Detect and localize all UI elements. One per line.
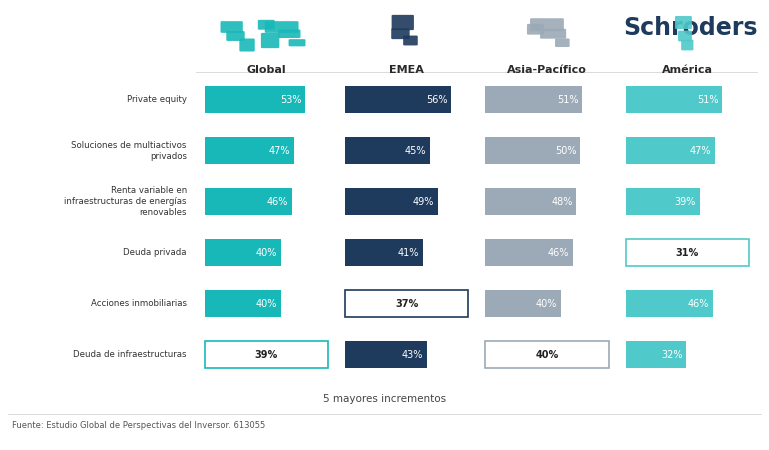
Text: 45%: 45%	[405, 146, 427, 156]
Text: Acciones inmobiliarias: Acciones inmobiliarias	[91, 299, 187, 308]
Text: Deuda de infraestructuras: Deuda de infraestructuras	[73, 350, 187, 359]
FancyBboxPatch shape	[681, 40, 694, 50]
FancyBboxPatch shape	[239, 38, 255, 51]
Text: Global: Global	[246, 65, 286, 75]
FancyBboxPatch shape	[675, 16, 692, 29]
FancyBboxPatch shape	[345, 86, 451, 113]
FancyBboxPatch shape	[345, 291, 468, 317]
FancyBboxPatch shape	[205, 291, 281, 317]
FancyBboxPatch shape	[625, 342, 687, 368]
Text: 39%: 39%	[255, 350, 278, 360]
FancyBboxPatch shape	[625, 239, 749, 266]
FancyBboxPatch shape	[345, 342, 427, 368]
FancyBboxPatch shape	[288, 39, 305, 46]
FancyBboxPatch shape	[485, 138, 580, 164]
FancyBboxPatch shape	[485, 291, 561, 317]
Text: 5 mayores incrementos: 5 mayores incrementos	[323, 394, 446, 404]
Text: 41%: 41%	[398, 248, 419, 258]
Text: Deuda privada: Deuda privada	[123, 248, 187, 257]
Text: 47%: 47%	[268, 146, 290, 156]
FancyBboxPatch shape	[485, 239, 573, 266]
FancyBboxPatch shape	[205, 138, 294, 164]
Text: 43%: 43%	[401, 350, 423, 360]
FancyBboxPatch shape	[261, 33, 279, 48]
FancyBboxPatch shape	[555, 38, 570, 47]
FancyBboxPatch shape	[485, 342, 609, 368]
FancyBboxPatch shape	[205, 342, 328, 368]
FancyBboxPatch shape	[205, 239, 281, 266]
FancyBboxPatch shape	[265, 21, 298, 33]
FancyBboxPatch shape	[625, 189, 700, 215]
Text: Asia-Pacífico: Asia-Pacífico	[507, 65, 587, 75]
Text: Renta variable en
infraestructuras de energías
renovables: Renta variable en infraestructuras de en…	[65, 186, 187, 217]
FancyBboxPatch shape	[391, 28, 410, 39]
Text: 40%: 40%	[255, 299, 277, 309]
FancyBboxPatch shape	[530, 18, 564, 31]
Text: 31%: 31%	[676, 248, 699, 258]
Text: América: América	[662, 65, 713, 75]
Text: 53%: 53%	[280, 95, 301, 105]
Text: 49%: 49%	[413, 197, 434, 207]
Text: 40%: 40%	[536, 299, 558, 309]
Text: Schroders: Schroders	[623, 16, 757, 40]
Text: 39%: 39%	[674, 197, 696, 207]
Text: Fuente: Estudio Global de Perspectivas del Inversor. 613055: Fuente: Estudio Global de Perspectivas d…	[12, 421, 265, 430]
FancyBboxPatch shape	[205, 189, 292, 215]
FancyBboxPatch shape	[278, 29, 301, 38]
Text: 47%: 47%	[690, 146, 711, 156]
Text: 37%: 37%	[395, 299, 418, 309]
Text: 46%: 46%	[267, 197, 288, 207]
Text: 51%: 51%	[557, 95, 578, 105]
FancyBboxPatch shape	[625, 138, 715, 164]
FancyBboxPatch shape	[345, 138, 431, 164]
FancyBboxPatch shape	[345, 239, 423, 266]
Text: 56%: 56%	[426, 95, 448, 105]
FancyBboxPatch shape	[258, 20, 275, 30]
Text: 46%: 46%	[687, 299, 709, 309]
FancyBboxPatch shape	[485, 86, 582, 113]
Text: Private equity: Private equity	[127, 95, 187, 104]
Text: 50%: 50%	[555, 146, 576, 156]
FancyBboxPatch shape	[403, 36, 418, 45]
Text: 40%: 40%	[535, 350, 558, 360]
FancyBboxPatch shape	[485, 189, 577, 215]
FancyBboxPatch shape	[625, 86, 722, 113]
Text: 46%: 46%	[548, 248, 569, 258]
FancyBboxPatch shape	[391, 15, 414, 30]
FancyBboxPatch shape	[221, 21, 243, 33]
Text: 48%: 48%	[551, 197, 573, 207]
Text: 32%: 32%	[661, 350, 683, 360]
Text: EMEA: EMEA	[389, 65, 424, 75]
Text: 51%: 51%	[697, 95, 718, 105]
FancyBboxPatch shape	[205, 86, 305, 113]
Text: Soluciones de multiactivos
privados: Soluciones de multiactivos privados	[72, 141, 187, 161]
FancyBboxPatch shape	[625, 291, 713, 317]
FancyBboxPatch shape	[345, 189, 438, 215]
FancyBboxPatch shape	[540, 29, 566, 39]
FancyBboxPatch shape	[527, 24, 544, 35]
FancyBboxPatch shape	[226, 31, 245, 41]
FancyBboxPatch shape	[678, 31, 692, 41]
Text: 40%: 40%	[255, 248, 277, 258]
